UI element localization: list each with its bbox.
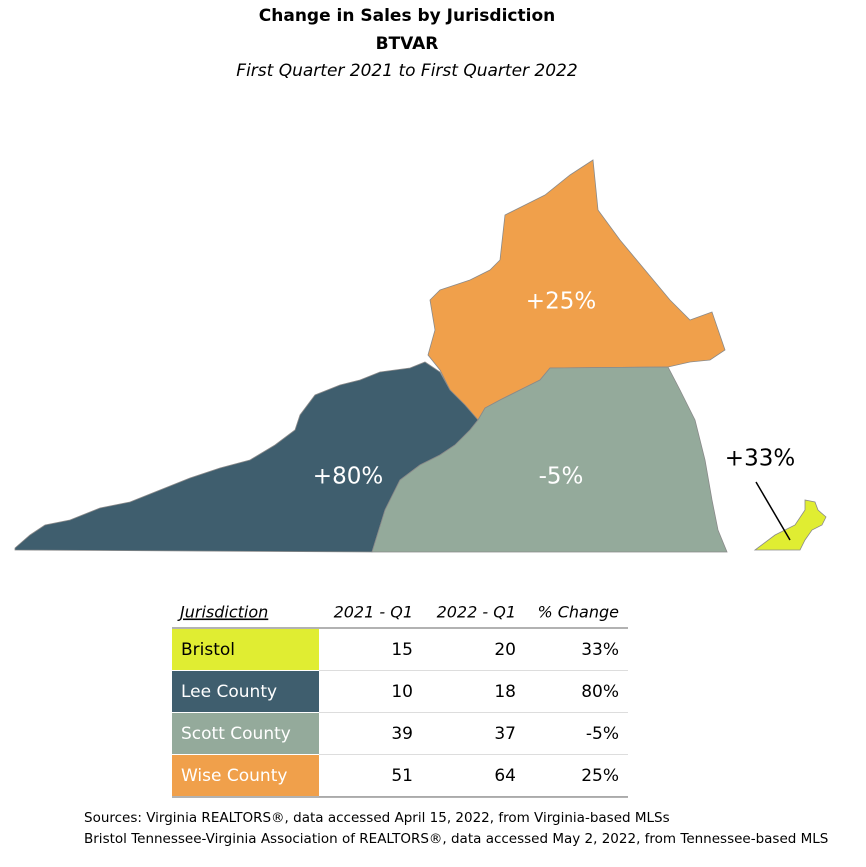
region-label: +25% [526, 289, 596, 315]
row-label: Bristol [181, 640, 235, 660]
column-header: 2021 - Q1 [334, 603, 413, 622]
region-label: +80% [313, 464, 383, 490]
cell: 64 [494, 766, 516, 786]
source: Bristol Tennessee-Virginia Association o… [84, 831, 828, 847]
row-label: Lee County [181, 682, 277, 702]
period: First Quarter 2021 to First Quarter 2022 [236, 61, 577, 81]
cell: 15 [391, 640, 413, 660]
region-label: -5% [539, 464, 584, 490]
row-swatch [172, 629, 319, 670]
cell: 25% [581, 766, 619, 786]
cell: -5% [586, 724, 619, 744]
column-header: Jurisdiction [177, 603, 268, 622]
subtitle: BTVAR [376, 34, 439, 54]
cell: 39 [391, 724, 413, 744]
column-header: % Change [537, 603, 619, 622]
scott-county-region [371, 366, 728, 553]
row-swatch [172, 671, 319, 712]
table: Jurisdiction 2021 - Q1 2022 - Q1 % Change Br… [172, 603, 628, 798]
cell: 10 [391, 682, 413, 702]
cell: 37 [494, 724, 516, 744]
cell: 18 [494, 682, 516, 702]
row-swatch [172, 713, 319, 754]
row-swatch [172, 755, 319, 796]
bristol-region [753, 499, 827, 551]
row-label: Scott County [181, 724, 291, 744]
callout-line [755, 481, 791, 541]
region-label: +33% [725, 446, 795, 472]
cell: 20 [494, 640, 516, 660]
map [14, 159, 827, 553]
cell: 33% [581, 640, 619, 660]
cell: 80% [581, 682, 619, 702]
title: Change in Sales by Jurisdiction [259, 6, 555, 26]
source: Sources: Virginia REALTORS®, data access… [84, 810, 670, 826]
column-header: 2022 - Q1 [437, 603, 516, 622]
row-label: Wise County [181, 766, 287, 786]
cell: 51 [391, 766, 413, 786]
